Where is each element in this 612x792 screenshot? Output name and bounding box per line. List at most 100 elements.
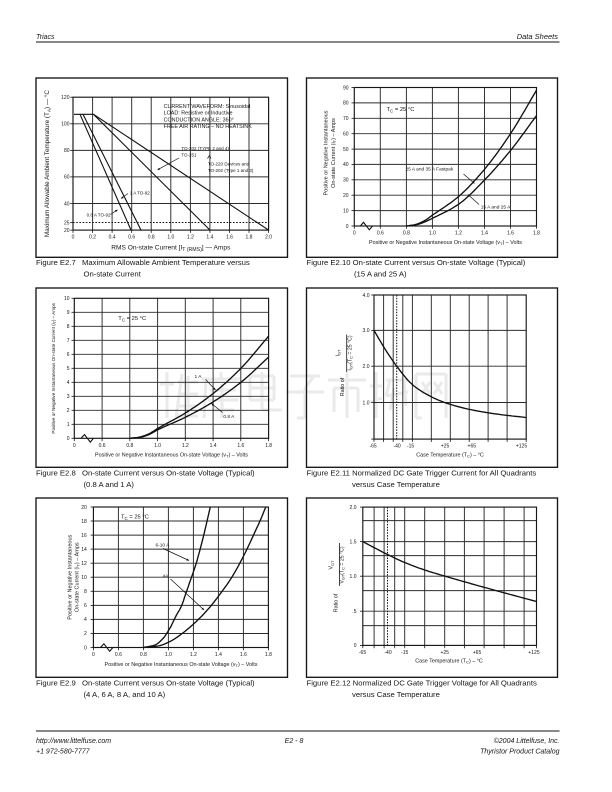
svg-text:0: 0 [67, 436, 70, 442]
svg-text:Figure E2.8: Figure E2.8 [36, 469, 76, 478]
svg-text:70: 70 [343, 116, 349, 122]
svg-text:1.2: 1.2 [455, 231, 462, 237]
svg-text:.5: .5 [352, 609, 356, 615]
svg-text:-40: -40 [393, 444, 400, 450]
svg-text:TO-202 (Type 1 and 3): TO-202 (Type 1 and 3) [208, 168, 254, 173]
svg-text:(4 A, 6 A, 8 A, and 10 A): (4 A, 6 A, 8 A, and 10 A) [84, 690, 166, 699]
svg-text:-40: -40 [384, 650, 391, 656]
svg-text:Positive or Negative Instantan: Positive or Negative Instantaneous On-st… [51, 302, 57, 433]
svg-text:2.0: 2.0 [363, 364, 370, 370]
svg-text:1.0: 1.0 [429, 231, 436, 237]
svg-text:-65: -65 [369, 444, 376, 450]
svg-text:TO-202 (TYPE 2 and 4): TO-202 (TYPE 2 and 4) [181, 146, 229, 151]
svg-text:0: 0 [353, 231, 356, 237]
svg-text:Triacs: Triacs [36, 34, 55, 41]
svg-text:Figure E2.12 Normalized DC Gat: Figure E2.12 Normalized DC Gate Trigger … [307, 679, 537, 688]
svg-text:1 A TO-92: 1 A TO-92 [130, 191, 151, 196]
svg-text:80: 80 [343, 101, 349, 107]
svg-text:Positive or Negative Instantan: Positive or Negative Instantaneous [67, 534, 73, 619]
svg-text:TC = 25 °C: TC = 25 °C [118, 316, 146, 322]
svg-text:0.8 A TO-92: 0.8 A TO-92 [87, 213, 111, 218]
svg-text:7: 7 [67, 338, 70, 344]
svg-text:TC = 25 °C: TC = 25 °C [121, 515, 149, 521]
svg-text:-15: -15 [401, 650, 408, 656]
svg-text:18: 18 [81, 519, 87, 525]
svg-text:1.0: 1.0 [167, 235, 174, 241]
svg-text:2: 2 [84, 631, 87, 637]
svg-text:1.0: 1.0 [350, 574, 357, 580]
svg-text:1.0: 1.0 [165, 652, 172, 658]
svg-text:+25: +25 [440, 650, 449, 656]
svg-text:VGT(TC = 25 °C): VGT(TC = 25 °C) [340, 546, 346, 584]
svg-text:0.8: 0.8 [403, 231, 410, 237]
svg-text:+125: +125 [528, 650, 539, 656]
svg-text:1.8: 1.8 [265, 652, 272, 658]
svg-text:On-state Current: On-state Current [84, 270, 142, 279]
svg-text:30: 30 [343, 178, 349, 184]
svg-text:Figure E2.10 On-state Current: Figure E2.10 On-state Current versus On-… [307, 258, 526, 267]
svg-text:versus Case Temperature: versus Case Temperature [352, 690, 440, 699]
svg-text:0.6: 0.6 [377, 231, 384, 237]
svg-text:On-state Current (iT) – Amps: On-state Current (iT) – Amps [74, 542, 80, 612]
svg-text:90: 90 [343, 85, 349, 91]
svg-text:1 A: 1 A [195, 374, 203, 380]
svg-text:10: 10 [343, 208, 349, 214]
svg-text:TO-251: TO-251 [181, 153, 197, 158]
svg-text:2: 2 [67, 408, 70, 414]
svg-text:1.4: 1.4 [481, 231, 488, 237]
svg-text:2.0: 2.0 [350, 505, 357, 511]
svg-text:40: 40 [64, 201, 70, 207]
svg-text:Positive or Negative Instantan: Positive or Negative Instantaneous On-st… [105, 662, 258, 668]
svg-text:0.6: 0.6 [115, 652, 122, 658]
svg-text:50: 50 [343, 147, 349, 153]
svg-text:IGT(TC = 25 °C): IGT(TC = 25 °C) [348, 335, 354, 371]
svg-text:1.6: 1.6 [237, 443, 244, 449]
svg-text:Figure E2.11 Normalized DC Gat: Figure E2.11 Normalized DC Gate Trigger … [307, 469, 537, 478]
svg-text:4.0: 4.0 [363, 293, 370, 299]
svg-text:100: 100 [61, 122, 70, 128]
svg-text:On-state Current versus On-sta: On-state Current versus On-state Voltage… [82, 679, 255, 688]
svg-text:80: 80 [64, 148, 70, 154]
svg-text:0.4: 0.4 [109, 235, 116, 241]
svg-text:CONDUCTION ANGLE: 360°: CONDUCTION ANGLE: 360° [164, 117, 234, 123]
svg-text:1.2: 1.2 [187, 235, 194, 241]
svg-text:1.6: 1.6 [507, 231, 514, 237]
svg-text:16: 16 [81, 533, 87, 539]
svg-text:+65: +65 [473, 650, 482, 656]
svg-text:4A: 4A [163, 574, 170, 580]
svg-text:Ratio of: Ratio of [340, 377, 346, 396]
svg-text:1: 1 [67, 422, 70, 428]
svg-text:VGT: VGT [329, 560, 335, 569]
svg-text:14: 14 [81, 547, 87, 553]
svg-text:1.2: 1.2 [182, 443, 189, 449]
svg-text:CURRENT WAVEFORM: Sinusoidal: CURRENT WAVEFORM: Sinusoidal [164, 104, 251, 110]
svg-text:Case Temperature (TC) – °C: Case Temperature (TC) – °C [416, 453, 484, 459]
svg-text:0: 0 [92, 652, 95, 658]
svg-text:©2004 Littelfuse, Inc.: ©2004 Littelfuse, Inc. [494, 737, 560, 745]
svg-text:+25: +25 [441, 444, 450, 450]
svg-text:+1 972-580-7777: +1 972-580-7777 [36, 749, 91, 756]
svg-text:Figure E2.7: Figure E2.7 [36, 258, 76, 267]
svg-text:FREE AIR RATING – NO HEATSINK: FREE AIR RATING – NO HEATSINK [164, 124, 253, 130]
svg-text:25: 25 [64, 220, 70, 226]
svg-text:3: 3 [67, 394, 70, 400]
svg-text:-15: -15 [407, 444, 414, 450]
svg-text:60: 60 [343, 132, 349, 138]
svg-text:On-state Current (iT) – Amps: On-state Current (iT) – Amps [331, 118, 337, 188]
svg-text:Ratio of: Ratio of [334, 593, 340, 612]
svg-text:Case Temperature (TC) – °C: Case Temperature (TC) – °C [415, 659, 483, 665]
svg-text:5: 5 [67, 366, 70, 372]
svg-text:IGT: IGT [335, 349, 341, 356]
svg-text:4: 4 [84, 617, 87, 623]
svg-text:0.8 A: 0.8 A [223, 414, 235, 420]
svg-text:1.8: 1.8 [265, 443, 272, 449]
svg-text:Figure E2.9: Figure E2.9 [36, 679, 76, 688]
svg-text:1.4: 1.4 [215, 652, 222, 658]
svg-text:8: 8 [84, 589, 87, 595]
svg-text:TC = 25 °C: TC = 25 °C [387, 107, 415, 113]
svg-text:1.0: 1.0 [154, 443, 161, 449]
svg-text:6-10 A: 6-10 A [156, 543, 171, 549]
svg-text:0: 0 [346, 224, 349, 230]
svg-text:Data Sheets: Data Sheets [517, 32, 559, 41]
svg-text:1.0: 1.0 [363, 400, 370, 406]
